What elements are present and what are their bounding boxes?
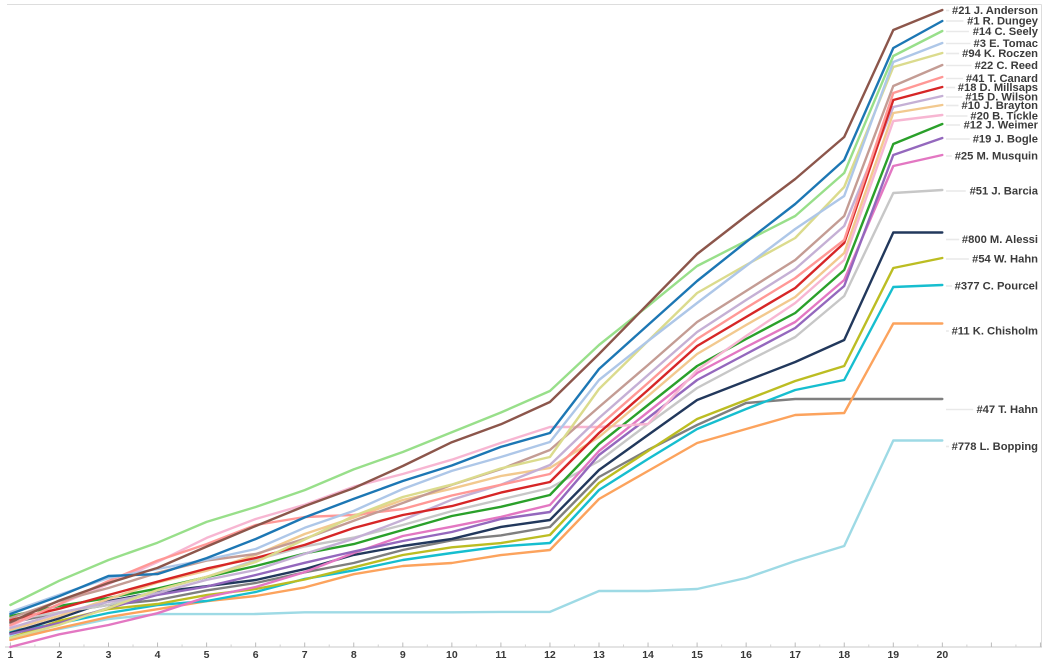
svg-text:#25 M. Musquin: #25 M. Musquin [955,151,1038,163]
svg-text:18: 18 [838,649,850,661]
svg-text:9: 9 [400,649,406,661]
svg-text:#47 T. Hahn: #47 T. Hahn [976,404,1038,416]
svg-text:7: 7 [302,649,308,661]
svg-text:10: 10 [446,649,458,661]
svg-text:#15 D. Wilson: #15 D. Wilson [965,92,1038,104]
svg-text:2: 2 [57,649,63,661]
svg-text:#22 C. Reed: #22 C. Reed [975,60,1039,72]
svg-text:11: 11 [495,649,506,661]
svg-text:#19 J. Bogle: #19 J. Bogle [973,134,1038,146]
svg-text:#800 M. Alessi: #800 M. Alessi [962,234,1038,246]
svg-text:6: 6 [253,649,259,661]
svg-text:#54 W. Hahn: #54 W. Hahn [972,254,1038,266]
svg-text:#21 J. Anderson: #21 J. Anderson [952,5,1038,17]
svg-text:#377 C. Pourcel: #377 C. Pourcel [955,281,1038,293]
svg-text:#778 L. Bopping: #778 L. Bopping [952,441,1039,453]
svg-text:1: 1 [7,649,13,661]
svg-text:12: 12 [544,649,556,661]
svg-text:17: 17 [789,649,801,661]
svg-text:3: 3 [106,649,112,661]
svg-text:15: 15 [691,649,703,661]
svg-text:5: 5 [204,649,210,661]
svg-text:#18 D. Millsaps: #18 D. Millsaps [958,82,1038,94]
svg-text:16: 16 [740,649,752,661]
svg-text:#94 K. Roczen: #94 K. Roczen [962,48,1038,60]
svg-text:14: 14 [642,649,654,661]
svg-text:#20 B. Tickle: #20 B. Tickle [970,111,1038,123]
svg-text:#51 J. Barcia: #51 J. Barcia [970,186,1039,198]
svg-text:#12 J. Weimer: #12 J. Weimer [964,120,1039,132]
svg-text:#11 K. Chisholm: #11 K. Chisholm [952,326,1038,338]
svg-text:13: 13 [593,649,605,661]
svg-text:19: 19 [887,649,899,661]
svg-text:#41 T. Canard: #41 T. Canard [966,73,1038,85]
svg-text:20: 20 [937,649,949,661]
svg-text:#3 E. Tomac: #3 E. Tomac [974,38,1038,50]
svg-text:#14 C. Seely: #14 C. Seely [973,26,1039,38]
svg-text:4: 4 [155,649,161,661]
svg-text:#1 R. Dungey: #1 R. Dungey [967,16,1039,28]
svg-text:#10 J. Brayton: #10 J. Brayton [962,100,1039,112]
svg-text:8: 8 [351,649,357,661]
